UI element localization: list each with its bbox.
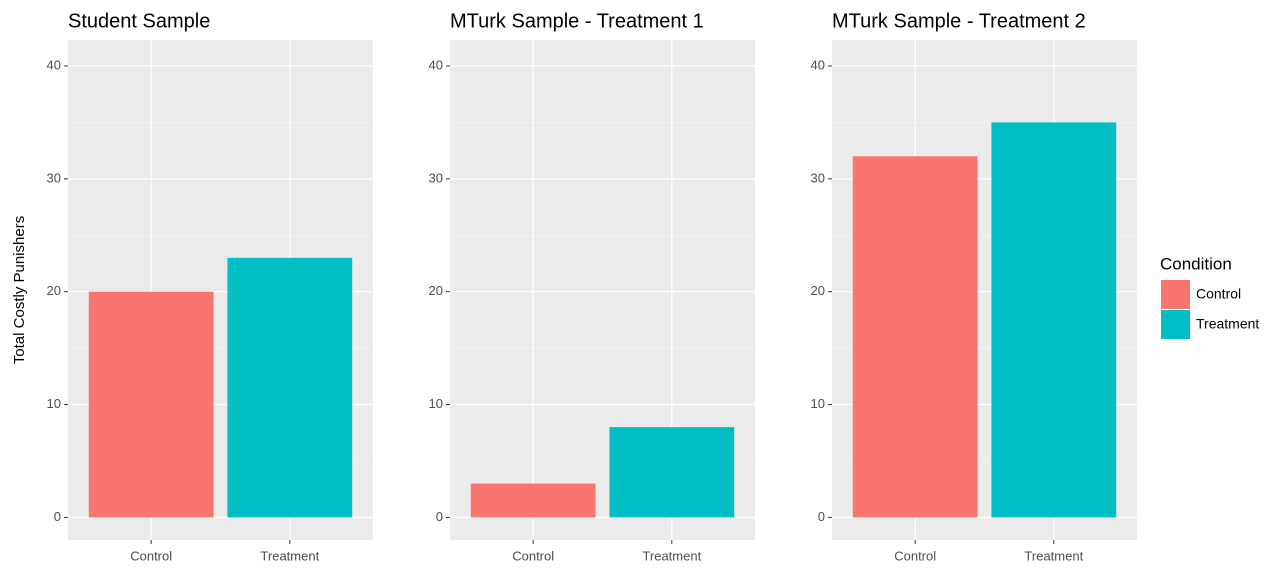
x-tick-label: Treatment <box>1024 548 1083 563</box>
bar <box>991 122 1117 518</box>
legend-key <box>1161 280 1190 309</box>
legend-label: Control <box>1196 286 1241 302</box>
y-tick-label: 0 <box>54 509 61 524</box>
bar <box>227 257 353 518</box>
y-tick-label: 30 <box>47 170 61 185</box>
legend-key <box>1161 310 1190 339</box>
y-tick-label: 20 <box>47 283 61 298</box>
y-tick-label: 20 <box>429 283 443 298</box>
y-tick-label: 10 <box>429 396 443 411</box>
y-tick-label: 40 <box>47 57 61 72</box>
y-tick-label: 10 <box>47 396 61 411</box>
panel-title: Student Sample <box>68 10 210 32</box>
y-tick-label: 40 <box>811 57 825 72</box>
legend-label: Treatment <box>1196 316 1259 332</box>
legend-title: Condition <box>1160 254 1232 273</box>
y-tick-label: 0 <box>818 509 825 524</box>
y-tick-label: 40 <box>429 57 443 72</box>
bar <box>609 427 735 518</box>
y-tick-label: 30 <box>429 170 443 185</box>
y-axis-label: Total Costly Punishers <box>11 216 28 364</box>
panel-title: MTurk Sample - Treatment 1 <box>450 10 704 32</box>
x-tick-label: Control <box>894 548 936 563</box>
bar <box>470 483 596 518</box>
y-tick-label: 30 <box>811 170 825 185</box>
bar <box>88 291 214 518</box>
bar <box>852 156 978 518</box>
x-tick-label: Control <box>130 548 172 563</box>
x-tick-label: Treatment <box>642 548 701 563</box>
x-tick-label: Treatment <box>260 548 319 563</box>
x-tick-label: Control <box>512 548 554 563</box>
y-tick-label: 20 <box>811 283 825 298</box>
panel-title: MTurk Sample - Treatment 2 <box>832 10 1086 32</box>
y-tick-label: 0 <box>436 509 443 524</box>
y-tick-label: 10 <box>811 396 825 411</box>
